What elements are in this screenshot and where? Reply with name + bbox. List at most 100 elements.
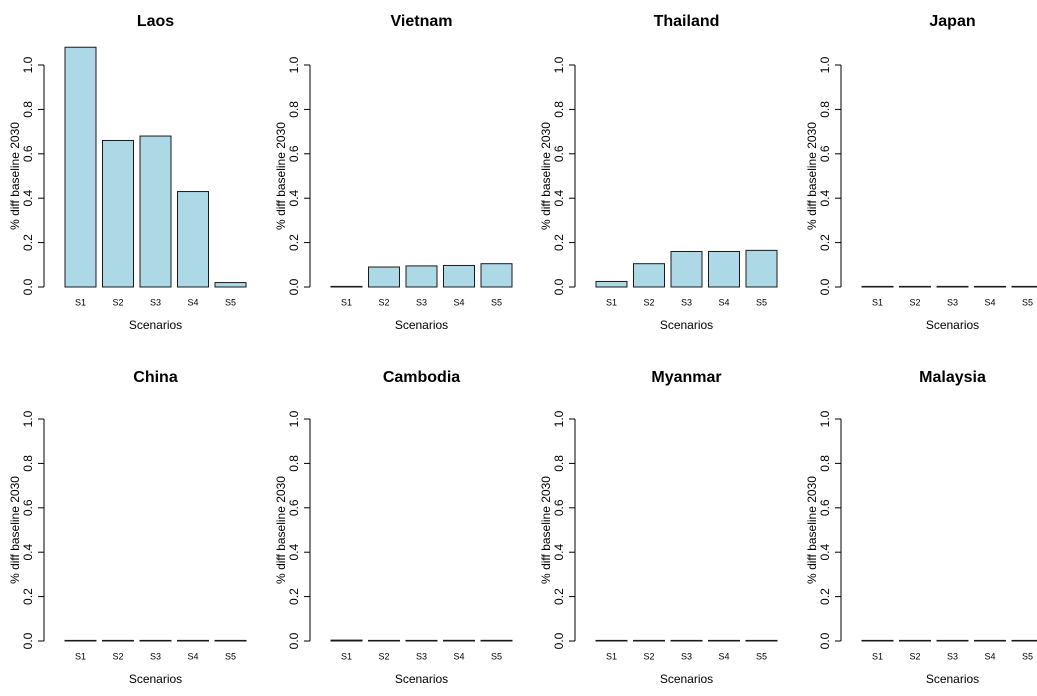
panel-title: Malaysia — [919, 369, 986, 386]
x-tick-label: S2 — [378, 297, 389, 307]
bar-s1 — [861, 285, 894, 288]
y-tick-label: 0.0 — [287, 632, 301, 649]
bar-s2 — [368, 266, 400, 288]
y-tick-label: 0.8 — [552, 101, 566, 118]
y-tick-label: 0.6 — [552, 145, 566, 162]
bar-s4 — [177, 191, 209, 288]
x-tick-label: S5 — [756, 297, 767, 307]
bar-s4 — [443, 639, 475, 642]
x-tick-label: S5 — [491, 297, 502, 307]
x-tick-label: S3 — [416, 651, 427, 661]
y-tick-label: 0.4 — [552, 190, 566, 207]
x-axis-label: Scenarios — [660, 672, 713, 686]
x-tick-label: S3 — [416, 297, 427, 307]
x-tick-label: S5 — [225, 651, 236, 661]
bar-s2 — [899, 285, 931, 288]
y-tick-label: 0.2 — [818, 588, 832, 605]
x-tick-label: S3 — [947, 651, 958, 661]
y-tick-label: 0.2 — [552, 234, 566, 251]
panel-laos: Laos 0.0 0.2 0.4 0.6 0.8 1.0 % diff baseline 20… — [8, 13, 247, 332]
bar-s4 — [708, 250, 740, 288]
panel-title: Vietnam — [391, 13, 453, 30]
y-tick-label: 1.0 — [287, 410, 301, 427]
y-tick-label: 0.4 — [818, 544, 832, 561]
x-tick-label: S1 — [75, 297, 86, 307]
y-tick-label: 1.0 — [287, 56, 301, 73]
bar-s5 — [745, 249, 778, 288]
y-tick-label: 0.8 — [287, 101, 301, 118]
y-tick-label: 0.8 — [21, 455, 35, 472]
y-tick-label: 0.2 — [21, 588, 35, 605]
y-tick-label: 0.4 — [818, 190, 832, 207]
bar-s1 — [64, 639, 97, 642]
x-tick-label: S1 — [872, 297, 883, 307]
x-tick-label: S3 — [681, 651, 692, 661]
bar-s3 — [405, 265, 438, 288]
panel-title: Thailand — [654, 13, 720, 30]
bar-s4 — [177, 639, 209, 642]
bar-s2 — [102, 639, 134, 642]
bar-s3 — [936, 639, 969, 642]
x-tick-label: S3 — [150, 297, 161, 307]
y-tick-label: 1.0 — [552, 410, 566, 427]
y-tick-label: 0.0 — [818, 278, 832, 295]
bar-s5 — [1011, 285, 1037, 288]
y-tick-label: 1.0 — [818, 410, 832, 427]
bar-s2 — [368, 639, 400, 642]
y-axis-label: % diff baseline 2030 — [8, 476, 22, 584]
x-axis-label: Scenarios — [926, 672, 979, 686]
x-axis-label: Scenarios — [926, 318, 979, 332]
bar-s3 — [139, 639, 172, 642]
bar-s5 — [480, 263, 513, 288]
panel-title: China — [133, 369, 178, 386]
x-axis-label: Scenarios — [395, 672, 448, 686]
bar-s3 — [405, 639, 438, 642]
y-axis-label: % diff baseline 2030 — [274, 122, 288, 230]
x-tick-label: S4 — [718, 297, 729, 307]
y-tick-label: 0.0 — [287, 278, 301, 295]
bar-s2 — [633, 639, 665, 642]
y-tick-label: 0.6 — [287, 145, 301, 162]
y-tick-label: 0.2 — [818, 234, 832, 251]
bar-s3 — [670, 639, 703, 642]
y-tick-label: 0.4 — [21, 190, 35, 207]
bar-s3 — [139, 135, 172, 288]
x-tick-label: S4 — [984, 651, 995, 661]
y-tick-label: 0.4 — [287, 190, 301, 207]
bar-s3 — [936, 285, 969, 288]
bar-s3 — [670, 250, 703, 288]
panel-title: Myanmar — [651, 369, 721, 386]
bar-s5 — [480, 639, 513, 642]
y-axis-label: % diff baseline 2030 — [274, 476, 288, 584]
x-tick-label: S1 — [606, 651, 617, 661]
y-tick-label: 0.6 — [21, 499, 35, 516]
bar-s2 — [102, 139, 134, 288]
y-tick-label: 0.8 — [287, 455, 301, 472]
x-axis-label: Scenarios — [129, 672, 182, 686]
x-tick-label: S4 — [984, 297, 995, 307]
x-tick-label: S2 — [643, 297, 654, 307]
x-axis-label: Scenarios — [395, 318, 448, 332]
y-axis-label: % diff baseline 2030 — [8, 122, 22, 230]
x-axis-label: Scenarios — [660, 318, 713, 332]
bar-s4 — [974, 639, 1006, 642]
y-tick-label: 0.8 — [818, 455, 832, 472]
panel-title: Cambodia — [383, 369, 460, 386]
x-tick-label: S1 — [341, 651, 352, 661]
x-tick-label: S3 — [681, 297, 692, 307]
panel-thailand: Thailand 0.0 0.2 0.4 0.6 0.8 1.0 % diff baselin… — [539, 13, 778, 332]
x-tick-label: S5 — [1022, 297, 1033, 307]
y-tick-label: 0.2 — [552, 588, 566, 605]
panel-title: Japan — [929, 13, 975, 30]
x-tick-label: S1 — [341, 297, 352, 307]
x-tick-label: S4 — [718, 651, 729, 661]
bar-s4 — [708, 639, 740, 642]
y-tick-label: 0.0 — [818, 632, 832, 649]
bar-s4 — [443, 264, 475, 288]
panel-china: China 0.0 0.2 0.4 0.6 0.8 1.0 % diff baseline 2… — [8, 369, 247, 686]
y-tick-label: 0.2 — [287, 588, 301, 605]
x-tick-label: S5 — [756, 651, 767, 661]
bar-s1 — [595, 280, 628, 288]
y-tick-label: 0.2 — [21, 234, 35, 251]
